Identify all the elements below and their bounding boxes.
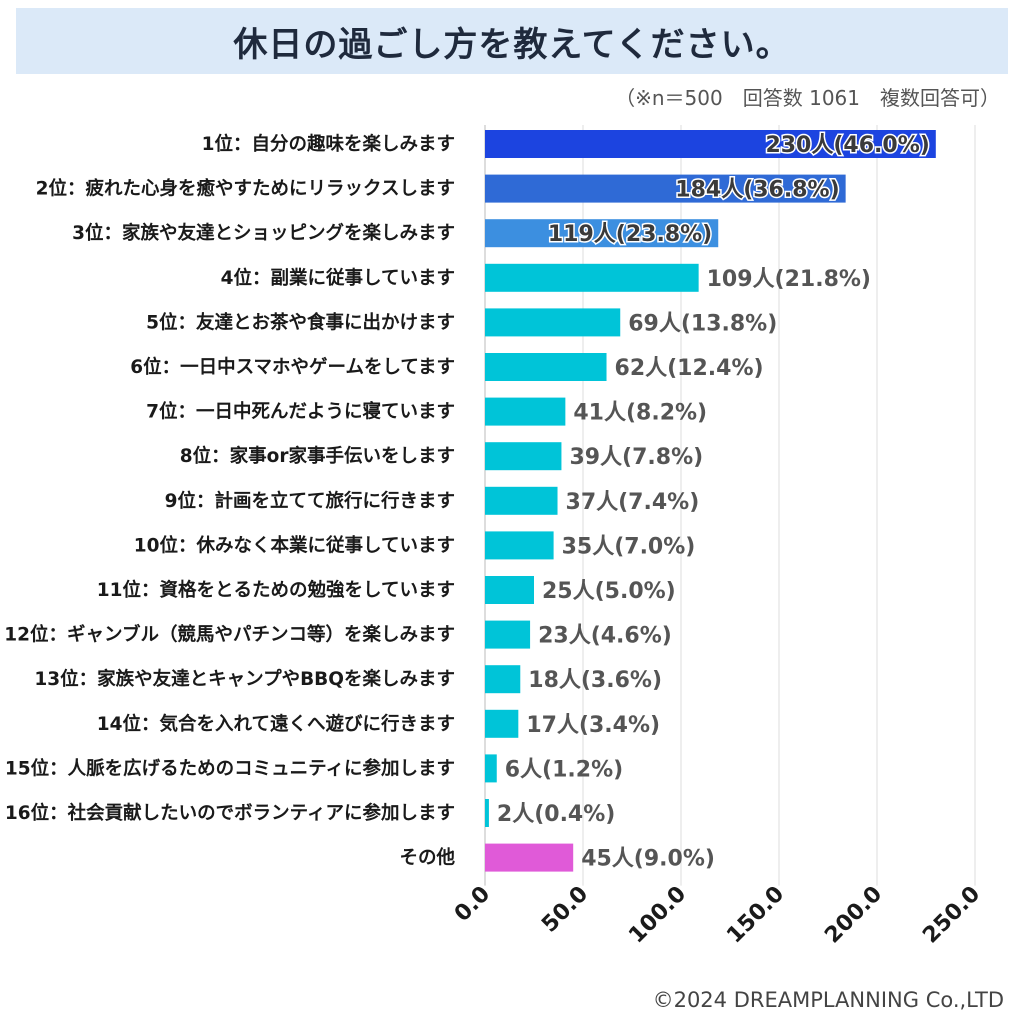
title-banner: 休日の過ごし方を教えてください。 [16,8,1008,74]
category-label: 6位：一日中スマホやゲームをしてます [130,356,455,378]
value-label: 6人(1.2%) [505,757,623,782]
category-label: 9位：計画を立てて旅行に行きます [165,490,455,512]
category-label: 11位：資格をとるための勉強をしています [97,579,455,601]
value-label: 2人(0.4%) [497,802,615,827]
bar [485,709,519,738]
bar [485,799,489,827]
value-label: 109人(21.8%) [707,267,871,292]
value-label: 37人(7.4%) [566,490,700,515]
chart-subtitle: （※n＝500 回答数 1061 複数回答可） [615,86,1000,110]
category-label: 4位：副業に従事しています [221,267,455,289]
category-label: 2位：疲れた心身を癒やすためにリラックスします [36,178,455,200]
bar [485,263,699,292]
category-label: 15位：人脈を広げるためのコミュニティに参加します [5,757,455,779]
bar [485,486,558,515]
x-tick-label: 50.0 [537,882,593,938]
x-tick-label: 100.0 [624,882,691,949]
category-label: 3位：家族や友達とショッピングを楽しみます [72,222,455,244]
value-label: 18人(3.6%) [528,668,662,693]
category-label: 13位：家族や友達とキャンプやBBQを楽しみます [34,668,455,690]
category-label: 5位：友達とお茶や食事に出かけます [146,311,455,333]
x-tick-label: 200.0 [820,882,887,949]
value-label: 230人(46.0%) [765,133,929,158]
bar [485,576,534,604]
category-label: その他 [399,847,455,869]
value-label: 35人(7.0%) [562,534,696,559]
bar [485,219,719,248]
value-label: 17人(3.4%) [526,713,660,738]
copyright-footer: ©2024 DREAMPLANNING Co.,LTD [652,988,1004,1012]
category-label: 16位：社会貢献したいのでボランティアに参加します [5,802,455,824]
value-label: 25人(5.0%) [542,579,676,604]
value-label: 62人(12.4%) [615,356,764,381]
category-label: 8位：家事or家事手伝いをします [180,445,455,467]
value-label: 39人(7.8%) [569,445,703,470]
category-label: 12位：ギャンブル（競馬やパチンコ等）を楽しみます [4,624,455,646]
category-label: 1位：自分の趣味を楽しみます [202,133,455,155]
bar [485,620,531,649]
bar [485,754,497,783]
bar [485,665,521,694]
bar [485,353,607,381]
bar [485,531,554,560]
bar [485,130,936,158]
bar [485,397,566,426]
value-label: 45人(9.0%) [581,847,715,872]
category-label: 7位：一日中死んだように寝ています [146,401,455,423]
category-label: 10位：休みなく本業に従事しています [134,534,455,556]
x-tick-label: 250.0 [918,882,985,949]
value-label: 23人(4.6%) [538,624,672,649]
bar [485,442,562,471]
x-tick-label: 0.0 [450,882,495,927]
value-label: 41人(8.2%) [573,401,707,426]
chart-title: 休日の過ごし方を教えてください。 [233,24,791,65]
value-label: 119人(23.8%) [548,222,712,247]
bar [485,308,621,337]
x-tick-label: 150.0 [722,882,789,949]
bar [485,174,846,203]
bar [485,843,574,872]
category-label: 14位：気合を入れて遠くへ遊びに行きます [97,713,455,735]
value-label: 184人(36.8%) [675,178,839,203]
value-label: 69人(13.8%) [628,311,777,336]
